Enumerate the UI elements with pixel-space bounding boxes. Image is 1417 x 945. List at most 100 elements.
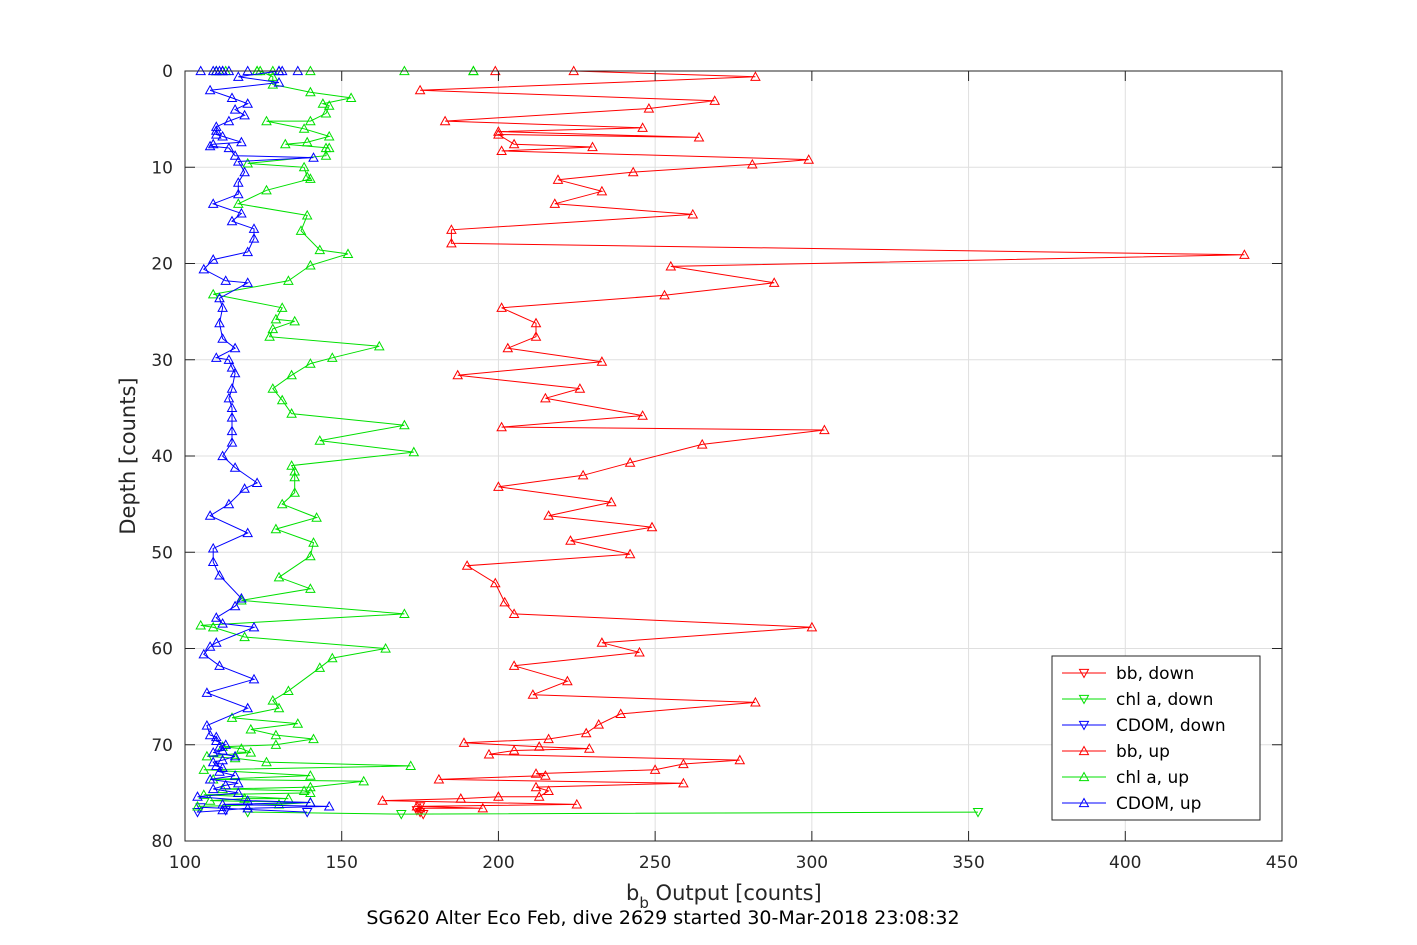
point-bb-up-68 (746, 158, 758, 169)
point-cdom-up-45 (239, 483, 250, 493)
legend-swatch-marker-cdom-down (1078, 720, 1090, 731)
point-cdom-up-25 (204, 729, 216, 740)
point-chl-a-up-26 (292, 718, 304, 728)
point-bb-up-77 (439, 115, 451, 126)
point-cdom-up-24 (210, 731, 222, 742)
point-chl-a-up-46 (289, 487, 301, 497)
point-chl-a-up-54 (276, 394, 288, 405)
point-bb-up-67 (627, 166, 639, 177)
point-cdom-up-58 (210, 352, 222, 362)
point-cdom-up-41 (207, 542, 219, 553)
point-bb-up-12 (540, 770, 551, 780)
point-bb-up-46 (819, 424, 830, 435)
point-bb-up-21 (458, 737, 470, 747)
point-cdom-up-93 (204, 84, 216, 95)
y-tick-label-8: 80 (151, 832, 173, 852)
point-bb-up-19 (583, 743, 595, 753)
point-bb-up-25 (615, 708, 627, 718)
point-bb-up-48 (637, 410, 648, 420)
point-cdom-up-55 (229, 367, 241, 378)
point-cdom-up-34 (248, 621, 260, 632)
x-tick-label-1: 150 (325, 853, 357, 873)
point-chl-a-up-88 (323, 100, 335, 110)
point-cdom-up-18 (229, 750, 241, 761)
point-bb-up-16 (734, 754, 746, 765)
point-bb-up-3 (571, 798, 583, 809)
point-bb-up-80 (414, 84, 426, 95)
point-chl-a-up-20 (236, 743, 247, 753)
x-axis-label-subscript: b (639, 894, 649, 912)
point-chl-a-up-7 (305, 787, 316, 797)
series-line-chl-a-down (247, 811, 979, 815)
point-cdom-up-88 (223, 115, 235, 126)
point-cdom-up-27 (242, 702, 254, 713)
series-layer (192, 65, 1250, 820)
point-cdom-up-12 (229, 770, 241, 780)
point-chl-a-up-49 (286, 460, 297, 470)
y-tick-label-4: 40 (151, 447, 173, 467)
point-cdom-up-48 (217, 450, 228, 461)
point-chl-a-up-62 (289, 315, 301, 326)
point-chl-a-up-59 (373, 340, 385, 351)
point-chl-a-up-57 (305, 358, 316, 368)
legend-entry-cdom-down: CDOM, down (1062, 716, 1226, 736)
point-chl-a-up-92 (267, 78, 279, 89)
point-cdom-up-5 (242, 795, 254, 805)
point-cdom-up-90 (229, 103, 241, 114)
point-chl-a-up-86 (305, 115, 316, 126)
point-bb-up-56 (496, 302, 507, 312)
point-bb-up-52 (596, 356, 608, 366)
chart-title: SG620 Alter Eco Feb, dive 2629 started 3… (366, 907, 959, 929)
x-tick-label-2: 200 (482, 853, 514, 873)
point-cdom-up-65 (220, 275, 232, 285)
point-cdom-up-60 (217, 333, 228, 343)
point-cdom-up-66 (198, 263, 210, 274)
point-cdom-up-43 (204, 510, 216, 520)
point-cdom-up-62 (217, 302, 228, 312)
y-tick-label-1: 10 (151, 158, 173, 178)
point-chl-a-up-51 (314, 435, 326, 445)
point-chl-a-up-14 (198, 764, 210, 774)
point-cdom-up-3 (217, 798, 228, 809)
x-axis-label-rest: Output [counts] (649, 881, 822, 905)
point-bb-up-15 (678, 758, 689, 769)
point-chl-a-up-19 (245, 746, 257, 757)
point-chl-a-up-93 (267, 71, 279, 81)
legend-label-bb-up: bb, up (1116, 742, 1170, 762)
point-bb-up-33 (508, 608, 520, 618)
point-chl-a-up-28 (273, 702, 285, 713)
point-chl-a-up-74 (305, 173, 316, 183)
point-bb-up-10 (678, 777, 689, 788)
point-cdom-up-54 (226, 383, 238, 393)
point-chl-a-up-90 (345, 92, 357, 102)
legend-label-chl-a-down: chl a, down (1116, 690, 1213, 710)
point-chl-a-up-77 (242, 157, 254, 168)
point-bb-up-78 (643, 102, 655, 113)
point-chl-a-up-37 (399, 608, 410, 618)
point-cdom-up-77 (232, 155, 244, 166)
point-bb-up-34 (499, 596, 511, 607)
legend: bb, down chl a, down CDOM, down bb, up chl a… (1051, 655, 1261, 821)
point-bb-up-69 (803, 154, 815, 164)
point-bb-up-18 (508, 744, 520, 755)
legend-swatch-marker-chl-a-down (1078, 694, 1090, 705)
point-bb-up-79 (709, 95, 721, 105)
point-cdom-up-52 (226, 402, 238, 412)
point-chl-a-up-70 (295, 225, 307, 235)
point-cdom-up-73 (207, 198, 219, 208)
point-chl-a-up-30 (283, 685, 294, 695)
point-cdom-up-94 (273, 76, 285, 87)
point-bb-up-71 (587, 141, 598, 152)
point-chl-a-up-24 (270, 729, 282, 740)
point-chl-a-up-25 (245, 723, 257, 734)
x-tick-label-6: 400 (1109, 853, 1141, 873)
point-chl-a-up-52 (399, 419, 410, 430)
point-cdom-up-26 (201, 719, 213, 730)
point-cdom-up-84 (217, 130, 228, 141)
series-cdom-up (192, 65, 335, 815)
point-bb-up-36 (461, 560, 473, 570)
point-cdom-up-40 (207, 556, 219, 566)
point-chl-a-up-82 (301, 136, 313, 147)
point-bb-up-74 (693, 131, 705, 142)
